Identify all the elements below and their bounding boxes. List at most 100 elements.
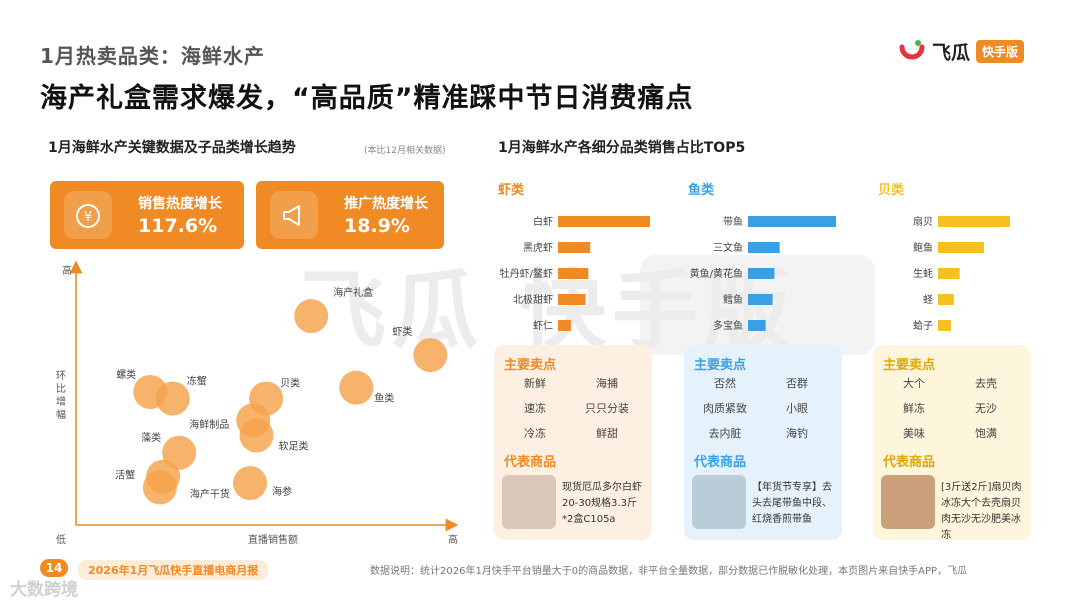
bar [748, 216, 836, 227]
selling-points-panel: 主要卖点新鲜 海捕速冻 只只分装冷冻 鲜甜代表商品 现货厄瓜多尔白虾20-30规格3.3… [494, 345, 652, 540]
product-image [502, 475, 556, 529]
x-high-label: 高 [448, 533, 458, 546]
selling-point: 速冻 [524, 402, 546, 415]
product-name: 【年货节专享】去头去尾带鱼中段、红烧香煎带鱼 [752, 482, 832, 525]
kpi-value: 117.6% [138, 215, 218, 237]
selling-point: 肉质紧致 [703, 402, 747, 415]
kpi-label: 销售热度增长 [138, 196, 222, 212]
selling-point: 大个 [903, 377, 925, 390]
bar [748, 320, 766, 331]
selling-point: 美味 [903, 427, 925, 440]
product-title: 代表商品 [694, 455, 747, 470]
y-axis-label-char: 幅 [56, 408, 66, 421]
y-axis-label-char: 环 [56, 371, 66, 382]
bar [558, 268, 589, 279]
watermark: 飞瓜 快手版 [300, 261, 796, 361]
bubble-label: 海鲜制品 [189, 418, 229, 431]
bar-category-label: 鲍鱼 [913, 241, 933, 254]
bubble-point [339, 370, 374, 405]
bar-category-label: 鳕鱼 [723, 293, 743, 306]
selling-points-panel: 主要卖点 大个 去壳 鲜冻 无沙 美味 饱满 代表商品 [3斤送2斤]扇贝肉冰冻大个去壳扇贝肉无… [873, 345, 1031, 541]
selling-point: 去壳 [975, 377, 997, 390]
bar [748, 268, 775, 279]
bar [938, 242, 985, 253]
selling-point: 只只分装 [585, 402, 629, 415]
selling-point: 海捕 [596, 377, 618, 390]
bubble-label: 冻蟹 [187, 375, 207, 388]
bar-category-label: 生蚝 [913, 267, 933, 280]
bubble-label: 螺类 [116, 368, 136, 381]
selling-point: 海钓 [786, 427, 808, 440]
x-low-label: 低 [56, 533, 66, 546]
product-title: 代表商品 [504, 455, 557, 470]
bar-category-label: 三文鱼 [713, 241, 743, 254]
bar-category-label: 白虾 [533, 215, 553, 228]
bubble-point [413, 338, 448, 373]
page-subtitle: 1月热卖品类：海鲜水产 [40, 44, 265, 68]
bar [558, 242, 591, 253]
selling-point: 无沙 [975, 402, 997, 415]
x-axis-label: 直播销售额 [248, 533, 298, 546]
brand-badge: 快手版 [976, 39, 1025, 63]
left-section-note: (本比12月相关数据) [364, 146, 446, 156]
y-high-label: 高 [62, 264, 72, 277]
panel-title: 主要卖点 [694, 358, 747, 373]
bubble-label: 活蟹 [115, 469, 135, 482]
panel-title: 主要卖点 [504, 358, 557, 373]
bar-group-title: 贝类 [878, 182, 905, 198]
bubble-label: 贝类 [280, 377, 300, 390]
corner-watermark: 大数跨境 [10, 580, 78, 600]
left-section-title: 1月海鲜水产关键数据及子品类增长趋势 [48, 140, 296, 156]
selling-point: 去内脏 [708, 427, 742, 440]
selling-point: 鲜甜 [596, 427, 618, 440]
bar-category-label: 蛏 [923, 293, 933, 306]
product-name: [3斤送2斤]扇贝肉冰冻大个去壳扇贝肉无沙无沙肥美冰冻 [941, 482, 1022, 541]
bar-category-label: 扇贝 [913, 215, 933, 228]
bubble-label: 软足类 [278, 439, 308, 452]
bar-group-title: 鱼类 [688, 182, 715, 198]
y-axis-label-char: 增 [56, 395, 66, 408]
bar [938, 216, 1010, 227]
y-axis-label-char: 比 [56, 383, 66, 395]
product-image [692, 475, 746, 529]
bubble-label: 藻类 [141, 431, 161, 444]
selling-point: 新鲜 [524, 377, 546, 390]
bar-category-label: 带鱼 [723, 215, 743, 228]
bar-category-label: 牡丹虾/鳌虾 [500, 267, 553, 280]
category-bar-charts: 虾类白虾黑虎虾牡丹虾/鳌虾北极甜虾虾仁鱼类带鱼三文鱼黄鱼/黄花鱼鳕鱼多宝鱼贝类扇… [498, 182, 1010, 332]
kpi-card-sales: ¥ 销售热度增长 117.6% [50, 181, 244, 249]
report-name: 2026年1月飞瓜快手直播电商月报 [78, 560, 269, 580]
kpi-card-promotion: 推广热度增长 18.9% [256, 181, 444, 249]
selling-point: 否然 [714, 377, 736, 390]
bar-category-label: 多宝鱼 [713, 319, 743, 332]
selling-point: 否群 [786, 377, 808, 390]
bar-category-label: 黄鱼/黄花鱼 [690, 267, 743, 280]
bubble-label: 鱼类 [374, 392, 394, 405]
bubble-point [142, 470, 177, 505]
bar [748, 294, 773, 305]
bar [558, 320, 571, 331]
bar [938, 268, 960, 279]
bar-group-title: 虾类 [498, 182, 525, 198]
page-number: 14 [40, 559, 68, 577]
bubble-label: 虾类 [392, 325, 412, 338]
bubble-point [294, 299, 329, 334]
bar [938, 294, 954, 305]
bubble-label: 海产礼盒 [333, 286, 373, 299]
bar [938, 320, 951, 331]
product-image [881, 475, 935, 529]
bubble-label: 海参 [272, 485, 292, 498]
product-name: 现货厄瓜多尔白虾20-30规格3.3斤*2盒C105a [562, 482, 642, 525]
bubble-point [233, 466, 268, 501]
svg-text:¥: ¥ [84, 210, 92, 225]
bubble-point [239, 418, 274, 453]
bar [558, 294, 586, 305]
bubble-point [162, 435, 197, 470]
bubble-label: 海产干货 [190, 487, 230, 500]
selling-point: 鲜冻 [903, 402, 925, 415]
bar-category-label: 虾仁 [533, 319, 553, 332]
selling-point: 冷冻 [524, 427, 546, 440]
